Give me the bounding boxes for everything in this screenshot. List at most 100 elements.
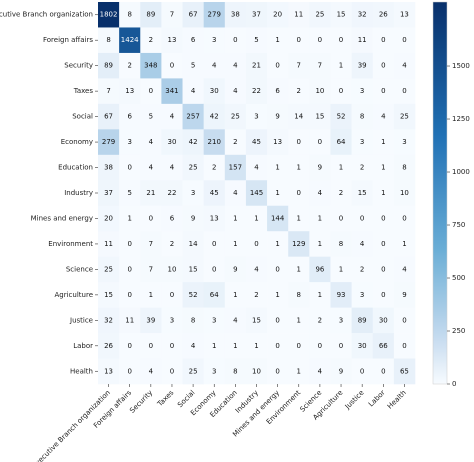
cell-value-label: 1: [318, 291, 322, 299]
cell-value-label: 1: [318, 214, 322, 222]
heatmap-cell: [267, 129, 289, 156]
cell-value-label: 2: [233, 138, 237, 146]
cell-value-label: 0: [275, 265, 279, 273]
cell-value-label: 5: [149, 113, 153, 121]
row-label: Agriculture: [55, 291, 94, 299]
heatmap-cell: [393, 27, 416, 54]
cell-value-label: 0: [127, 291, 131, 299]
cell-value-label: 52: [189, 291, 198, 299]
cell-value-label: 1: [275, 291, 279, 299]
column-label: Taxes: [155, 389, 175, 409]
cell-value-label: 3: [212, 36, 216, 44]
heatmap-cell: [98, 154, 120, 181]
heatmap-cell: [351, 2, 374, 28]
heatmap-cell: [372, 307, 395, 334]
heatmap-cell: [182, 231, 204, 257]
colorbar-gradient: [432, 1, 448, 385]
cell-value-label: 25: [189, 367, 198, 375]
cell-value-label: 5: [254, 36, 258, 44]
cell-value-label: 64: [210, 291, 219, 299]
heatmap-cell: [203, 78, 226, 105]
heatmap-cell: [140, 231, 162, 257]
cell-value-label: 0: [381, 214, 385, 222]
cell-value-label: 3: [254, 113, 258, 121]
cell-value-label: 30: [358, 342, 367, 350]
cell-value-label: 3: [170, 316, 174, 324]
heatmap-cells: 1802 8 89 7 67 279 38 37 20 11 25 15 32 26 138 1424 2 13 6…: [98, 2, 416, 385]
heatmap-cell: [288, 256, 310, 283]
cell-value-label: 0: [127, 265, 131, 273]
cell-value-label: 0: [297, 138, 301, 146]
cell-value-label: 341: [165, 87, 178, 95]
cell-value-label: 0: [360, 367, 364, 375]
cell-value-label: 8: [297, 291, 301, 299]
cell-value-label: 0: [212, 265, 216, 273]
heatmap-cell: [224, 27, 247, 54]
cell-value-label: 279: [208, 11, 221, 19]
cell-value-label: 3: [402, 138, 406, 146]
heatmap-cell: [140, 358, 162, 385]
heatmap-cell: [330, 2, 352, 28]
heatmap-cell: [245, 282, 268, 308]
heatmap-cell: [203, 256, 226, 283]
heatmap-cell: [98, 333, 120, 359]
heatmap-cell: [182, 154, 204, 181]
cell-value-label: 0: [381, 265, 385, 273]
heatmap-cell: [203, 52, 226, 79]
cell-value-label: 11: [104, 240, 113, 248]
cell-value-label: 4: [318, 367, 323, 375]
cell-value-label: 0: [318, 342, 322, 350]
colorbar-tick-label: 1250: [452, 115, 470, 123]
cell-value-label: 144: [271, 214, 285, 222]
cell-value-label: 0: [127, 240, 131, 248]
cell-value-label: 0: [275, 316, 279, 324]
cell-value-label: 1: [402, 240, 406, 248]
heatmap-cell: [393, 52, 416, 79]
heatmap-cell: [245, 333, 268, 359]
cell-value-label: 10: [168, 265, 177, 273]
cell-value-label: 25: [231, 113, 240, 121]
heatmap-cell: [309, 78, 331, 105]
heatmap-cell: [393, 282, 416, 308]
heatmap-cell: [330, 205, 352, 232]
heatmap-cell: [393, 103, 416, 130]
heatmap-cell: [140, 307, 162, 334]
cell-value-label: 4: [170, 113, 175, 121]
column-label: Justice: [343, 389, 366, 412]
heatmap-cell: [330, 307, 352, 334]
cell-value-label: 0: [318, 138, 322, 146]
cell-value-label: 20: [273, 11, 282, 19]
cell-value-label: 1: [297, 367, 301, 375]
heatmap-cell: [203, 27, 226, 54]
heatmap-cell: [119, 154, 141, 181]
cell-value-label: 21: [146, 189, 155, 197]
cell-value-label: 4: [254, 164, 259, 172]
row-label: Social: [72, 113, 93, 121]
heatmap-cell: [351, 52, 374, 79]
cell-value-label: 25: [104, 265, 113, 273]
heatmap-cell: [309, 231, 331, 257]
cell-value-label: 13: [125, 87, 134, 95]
cell-value-label: 8: [106, 36, 110, 44]
heatmap-cell: [309, 129, 331, 156]
cell-value-label: 8: [127, 11, 131, 19]
column-label: Labor: [367, 389, 387, 409]
colorbar-tick-label: 0: [452, 380, 456, 388]
heatmap-cell: [393, 180, 416, 207]
heatmap-cell: [161, 180, 183, 207]
cell-value-label: 15: [189, 265, 198, 273]
cell-value-label: 4: [149, 367, 154, 375]
cell-value-label: 22: [168, 189, 177, 197]
cell-value-label: 39: [358, 62, 367, 70]
heatmap-cell: [140, 52, 162, 79]
heatmap-cell: [119, 180, 141, 207]
heatmap-cell: [267, 2, 289, 28]
heatmap-cell: [98, 205, 120, 232]
row-label: Justice: [69, 316, 93, 324]
cell-value-label: 3: [127, 138, 131, 146]
cell-value-label: 10: [252, 367, 261, 375]
cell-value-label: 13: [168, 36, 177, 44]
heatmap-cell: [351, 256, 374, 283]
heatmap-cell: [393, 78, 416, 105]
heatmap-cell: [119, 307, 141, 334]
